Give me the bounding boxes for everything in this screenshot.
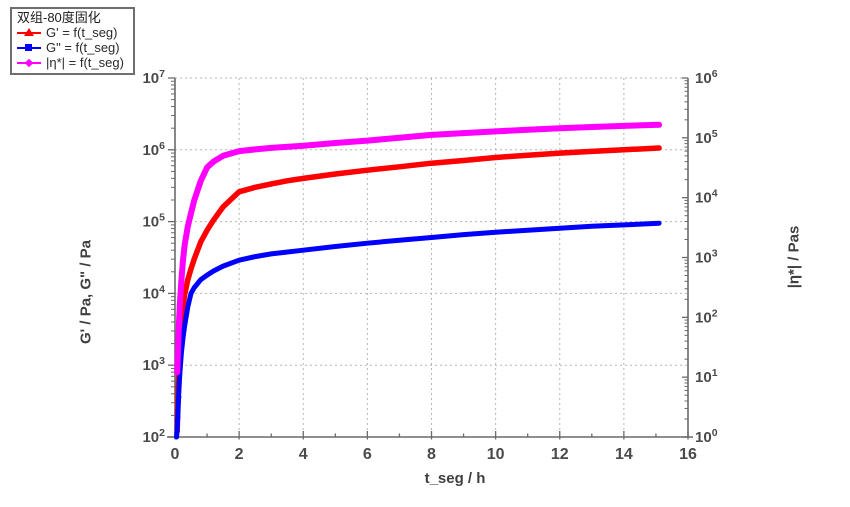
g-prime-marker-icon [17, 27, 41, 38]
series-g_double_prime-point [174, 430, 179, 435]
x-tick-label: 14 [615, 446, 633, 463]
series-g_double_prime-point [176, 389, 181, 394]
series-g_double_prime-line [174, 220, 662, 440]
x-tick-label: 6 [363, 446, 372, 463]
series-g_double_prime-point [177, 394, 182, 400]
y-tick-label: 106 [142, 140, 165, 159]
series-g_double_prime-point [175, 424, 180, 429]
x-tick-label: 2 [235, 446, 244, 463]
legend-item-g-double-prime[interactable]: G" = f(t_seg) [17, 40, 124, 55]
series-g_double_prime-point [175, 398, 181, 403]
legend-item-eta-star[interactable]: |η*| = f(t_seg) [17, 55, 124, 70]
legend-item-g-prime[interactable]: G' = f(t_seg) [17, 25, 124, 40]
y-tick-label: 100 [695, 427, 718, 446]
left-y-axis-title: G' / Pa, G" / Pa [77, 239, 95, 345]
series-g_double_prime-point [175, 407, 180, 412]
legend-item-label: |η*| = f(t_seg) [46, 55, 124, 70]
y-tick-label: 102 [695, 307, 718, 326]
series-g_double_prime-point [176, 381, 181, 386]
series-g_double_prime-point [176, 414, 181, 420]
y-tick-label: 104 [142, 283, 165, 302]
legend-item-label: G' = f(t_seg) [46, 25, 118, 40]
x-tick-label: 12 [551, 446, 569, 463]
series-g_prime-line [174, 145, 662, 435]
right-y-axis-title: |η*| / Pas [785, 225, 803, 289]
g-double-prime-marker-icon [17, 42, 41, 53]
y-tick-label: 104 [695, 188, 718, 207]
legend-item-label: G" = f(t_seg) [46, 40, 120, 55]
x-tick-label: 4 [299, 446, 308, 463]
x-tick-label: 10 [487, 446, 505, 463]
series-eta_star-line [174, 121, 663, 376]
y-tick-label: 105 [142, 212, 165, 231]
y-tick-label: 105 [695, 128, 718, 147]
y-tick-label: 101 [695, 367, 718, 386]
x-tick-label: 16 [679, 446, 697, 463]
x-axis-title: t_seg / h [424, 470, 486, 487]
y-tick-label: 103 [695, 248, 718, 267]
x-tick-label: 8 [427, 446, 436, 463]
eta-star-marker-icon [17, 57, 41, 68]
series-g_double_prime-point [177, 375, 182, 380]
series-g_double_prime-point [174, 418, 180, 423]
y-tick-label: 107 [142, 68, 165, 87]
legend-title: 双组-80度固化 [17, 10, 101, 25]
x-tick-label: 0 [171, 446, 180, 463]
chart-legend: 双组-80度固化 G' = f(t_seg) G" = f(t_seg) |η*… [10, 7, 135, 75]
y-tick-label: 106 [695, 68, 718, 87]
y-tick-label: 103 [142, 355, 165, 374]
y-tick-label: 102 [142, 427, 165, 446]
